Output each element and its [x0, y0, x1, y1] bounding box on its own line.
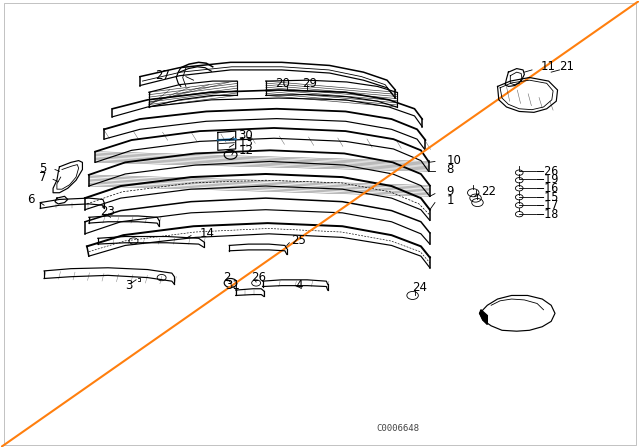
Text: 9: 9 — [447, 185, 454, 198]
Text: —18: —18 — [537, 208, 559, 221]
Text: 21: 21 — [559, 60, 575, 73]
Text: —19: —19 — [537, 173, 559, 186]
Text: 5: 5 — [39, 162, 46, 175]
Polygon shape — [479, 310, 487, 324]
Text: 11: 11 — [540, 60, 556, 73]
Text: 30: 30 — [238, 129, 253, 142]
Text: 31: 31 — [225, 279, 241, 292]
Text: —16: —16 — [537, 182, 559, 195]
Text: 26: 26 — [251, 271, 266, 284]
Text: 24: 24 — [413, 281, 428, 294]
Text: 22: 22 — [481, 185, 496, 198]
Text: 10: 10 — [447, 154, 461, 167]
Text: 27: 27 — [155, 69, 170, 82]
Text: 1: 1 — [447, 194, 454, 207]
Text: —26: —26 — [537, 165, 559, 178]
Text: 2: 2 — [223, 271, 230, 284]
Text: C0006648: C0006648 — [376, 424, 419, 433]
Text: 23: 23 — [100, 205, 115, 218]
Text: 4: 4 — [296, 279, 303, 292]
Text: 7: 7 — [39, 171, 47, 184]
Text: 13: 13 — [238, 136, 253, 149]
Text: 29: 29 — [302, 77, 317, 90]
Text: 12: 12 — [238, 144, 253, 157]
Text: 14: 14 — [200, 227, 215, 240]
Text: 20: 20 — [275, 77, 290, 90]
Text: 3: 3 — [125, 279, 132, 292]
Text: 25: 25 — [291, 234, 306, 247]
Text: 8: 8 — [447, 163, 454, 176]
Text: —15: —15 — [537, 191, 559, 204]
Text: —17: —17 — [537, 199, 559, 212]
Text: 6: 6 — [28, 193, 35, 206]
